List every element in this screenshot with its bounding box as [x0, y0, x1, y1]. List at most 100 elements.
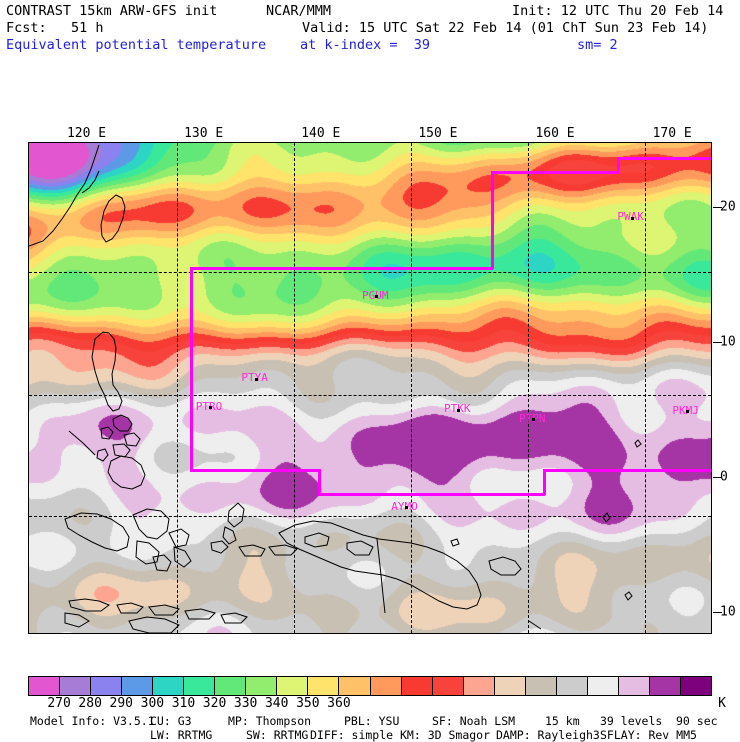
model-info-line2-2: DIFF: simple KM: 3D Smagor — [310, 728, 491, 742]
colorbar-swatch-6[interactable] — [215, 677, 247, 695]
station-marker-dot — [532, 418, 536, 422]
domain-edge-bot-east — [543, 469, 711, 472]
colorbar-swatch-7[interactable] — [246, 677, 278, 695]
domain-edge-top-east — [617, 157, 711, 160]
domain-edge-step-up3 — [543, 469, 546, 495]
model-info-line2-0: LW: RRTMG — [150, 728, 213, 742]
map-clip: PWAK PGUM PTYA PTRO PTKK PTPN PKMJ AYMO — [29, 143, 711, 633]
gridline-lat-10n — [29, 395, 711, 396]
forecast-map-panel[interactable]: PWAK PGUM PTYA PTRO PTKK PTPN PKMJ AYMO — [28, 142, 712, 634]
lon-tick-170: 170 E — [652, 126, 692, 141]
colorbar-swatch-13[interactable] — [432, 677, 464, 695]
model-info-block: Model Info: V3.5.1 CU: G3 MP: Thompson PBL:… — [0, 714, 740, 742]
station-marker-dot — [208, 406, 212, 410]
colorbar-tick-270: 270 — [47, 696, 71, 711]
station-label-pkmj: PKMJ — [672, 404, 699, 417]
gridline-lon-140 — [411, 143, 412, 633]
colorbar-tick-330: 330 — [233, 696, 258, 711]
domain-edge-step-up — [491, 171, 494, 269]
header-forecast-hour: Fcst: 51 h — [6, 20, 104, 36]
colorbar-swatch-2[interactable] — [91, 677, 123, 695]
gridline-lat-20n — [29, 272, 711, 273]
colorbar-swatch-0[interactable] — [29, 677, 61, 695]
colorbar-swatch-10[interactable] — [339, 677, 371, 695]
domain-edge-west — [190, 267, 193, 471]
colorbar-swatch-19[interactable] — [618, 677, 650, 695]
model-info-line1-5: 15 km — [545, 714, 580, 728]
colorbar-unit-label: K — [718, 696, 726, 711]
model-info-line2-4: SFLAY: Rev MM5 — [600, 728, 697, 742]
colorbar-tick-290: 290 — [109, 696, 134, 711]
station-label-ptro: PTRO — [196, 400, 223, 413]
colorbar[interactable] — [28, 676, 712, 696]
colorbar-tick-340: 340 — [264, 696, 289, 711]
plot-header: CONTRAST 15km ARW-GFS init NCAR/MMM Init… — [0, 0, 740, 60]
header-title: CONTRAST 15km ARW-GFS init — [6, 3, 218, 19]
domain-edge-bot-west — [190, 469, 320, 472]
colorbar-tick-280: 280 — [78, 696, 102, 711]
lon-tick-140: 140 E — [301, 126, 341, 141]
model-info-line1-2: MP: Thompson — [228, 714, 312, 728]
colorbar-swatch-16[interactable] — [525, 677, 557, 695]
gridline-lon-160 — [645, 143, 646, 633]
colorbar-swatch-8[interactable] — [277, 677, 309, 695]
colorbar-swatch-4[interactable] — [153, 677, 185, 695]
colorbar-swatch-1[interactable] — [60, 677, 92, 695]
lat-tick-10n: 10 N — [720, 334, 740, 350]
domain-edge-top-mid — [491, 171, 619, 174]
colorbar-swatch-14[interactable] — [463, 677, 495, 695]
lat-tick-10s: 10 S — [720, 604, 740, 620]
model-info-line1-6: 39 levels — [600, 714, 663, 728]
colorbar-swatch-21[interactable] — [680, 677, 712, 695]
station-marker-dot — [254, 377, 258, 381]
header-smoothing: sm= 2 — [577, 37, 618, 53]
lat-tickmark — [713, 206, 722, 208]
colorbar-swatch-18[interactable] — [587, 677, 619, 695]
gridline-lon-130 — [294, 143, 295, 633]
lat-tickmark — [713, 477, 722, 479]
station-label-ptpn: PTPN — [519, 412, 546, 425]
header-center: NCAR/MMM — [266, 3, 332, 19]
colorbar-swatch-11[interactable] — [370, 677, 402, 695]
colorbar-swatch-17[interactable] — [556, 677, 588, 695]
gridline-lat-0 — [29, 516, 711, 517]
colorbar-tick-300: 300 — [140, 696, 165, 711]
station-label-pgum: PGUM — [362, 289, 389, 302]
lat-tick-0: 0 — [720, 469, 728, 485]
colorbar-swatch-9[interactable] — [308, 677, 340, 695]
station-marker-dot — [630, 216, 634, 220]
station-label-pwak: PWAK — [617, 210, 644, 223]
colorbar-swatch-20[interactable] — [649, 677, 681, 695]
model-info-line1-7: 90 sec — [676, 714, 718, 728]
model-info-line1-0: Model Info: V3.5.1 — [30, 714, 155, 728]
colorbar-swatch-3[interactable] — [122, 677, 154, 695]
colorbar-tick-350: 350 — [296, 696, 320, 711]
gridline-lon-120 — [177, 143, 178, 633]
theta-e-field-raster — [29, 143, 711, 633]
model-info-line2-3: DAMP: Rayleigh3 — [496, 728, 600, 742]
lon-tick-120: 120 E — [66, 126, 107, 141]
colorbar-tick-labels: 270 280 290 300 310 320 330 340 350 360 — [28, 696, 712, 712]
station-label-aymo: AYMO — [391, 500, 418, 513]
lon-tick-160: 160 E — [535, 126, 575, 141]
header-valid-time: Valid: 15 UTC Sat 22 Feb 14 (01 ChT Sun … — [302, 20, 709, 36]
domain-edge-step-dn — [318, 469, 321, 495]
station-marker-dot — [375, 295, 379, 299]
colorbar-swatch-5[interactable] — [184, 677, 216, 695]
station-marker-dot — [685, 410, 689, 414]
colorbar-swatch-12[interactable] — [401, 677, 433, 695]
station-label-ptkk: PTKK — [444, 402, 471, 415]
lon-tick-150: 150 E — [418, 126, 458, 141]
model-info-line1-1: CU: G3 — [150, 714, 192, 728]
colorbar-tick-360: 360 — [327, 696, 351, 711]
station-marker-dot — [457, 408, 461, 412]
model-info-line1-3: PBL: YSU — [344, 714, 400, 728]
header-field-name: Equivalent potential temperature — [6, 37, 267, 53]
colorbar-swatch-15[interactable] — [494, 677, 526, 695]
domain-edge-bot-mid — [318, 493, 545, 496]
header-init-time: Init: 12 UTC Thu 20 Feb 14 — [512, 3, 724, 19]
station-label-ptya: PTYA — [241, 371, 268, 384]
gridline-lon-150 — [528, 143, 529, 633]
colorbar-tick-310: 310 — [171, 696, 196, 711]
lon-tick-130: 130 E — [184, 126, 224, 141]
